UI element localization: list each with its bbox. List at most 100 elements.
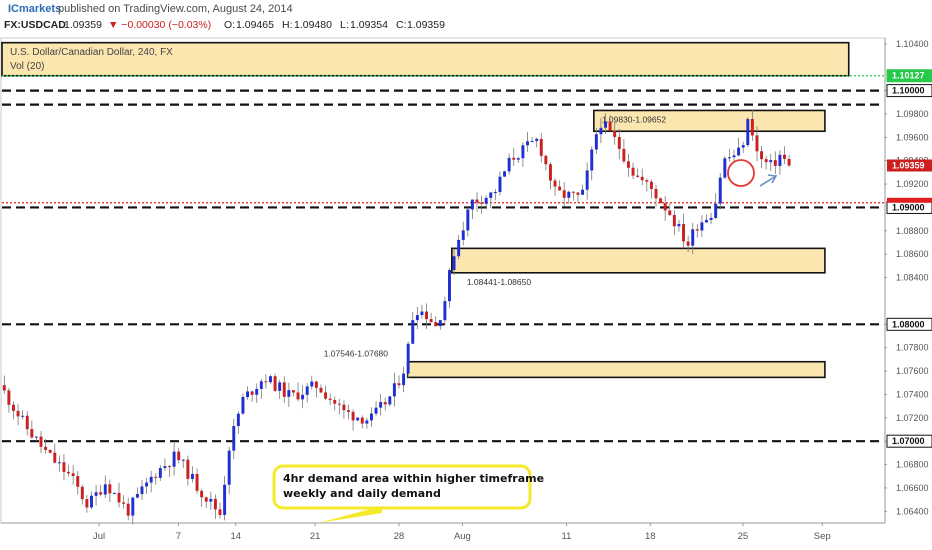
candle [383, 397, 387, 411]
candle [654, 185, 658, 207]
candle [305, 383, 309, 403]
candle [562, 182, 566, 207]
candle [218, 502, 222, 519]
zone-1[interactable] [593, 109, 826, 133]
candle [484, 195, 488, 209]
candle [682, 213, 686, 249]
candle [379, 394, 383, 416]
candle [314, 380, 318, 398]
candle [645, 178, 649, 192]
y-tick-label: 1.08600 [896, 249, 929, 259]
level-price-tag-label-2: 1.09000 [892, 202, 925, 212]
candle [516, 156, 520, 163]
candle [223, 475, 227, 521]
candle [718, 173, 722, 210]
y-tick-label: 1.08800 [896, 226, 929, 236]
candle [103, 475, 107, 499]
callout-box [272, 464, 532, 510]
candle [246, 386, 250, 400]
candle [264, 374, 268, 389]
zone-2[interactable] [451, 247, 826, 274]
change-label: ▼ −0.00030 (−0.03%) [108, 19, 211, 31]
candle [186, 455, 190, 486]
candle [773, 151, 777, 174]
candle [112, 492, 116, 495]
candle [425, 303, 428, 329]
zone-label-3: 1.07546-1.07680 [324, 349, 389, 359]
candle [310, 375, 314, 390]
candle [374, 401, 378, 416]
brand-name[interactable]: ICmarkets [8, 3, 61, 15]
candle [278, 379, 282, 399]
horizontal-levels [2, 75, 884, 443]
candle [259, 378, 263, 399]
candle [521, 142, 525, 168]
candle [746, 117, 750, 148]
callout-line1: 4hr demand area within higher timeframe [283, 472, 544, 485]
last-price-tag-label: 1.09359 [892, 161, 925, 171]
y-tick-label: 1.09200 [896, 179, 929, 189]
candle [333, 396, 337, 411]
open-label: O: [224, 19, 235, 31]
level-price-tag-0 [886, 84, 932, 98]
y-tick-label: 1.10400 [896, 39, 929, 49]
candle [686, 235, 690, 252]
candle [741, 141, 745, 154]
candle [700, 215, 704, 237]
candle [590, 146, 594, 181]
legend-title: U.S. Dollar/Canadian Dollar, 240, FX [10, 47, 173, 58]
candle [461, 221, 465, 246]
candle [503, 170, 507, 177]
candle [714, 193, 718, 219]
candle [402, 366, 406, 393]
candle [567, 190, 571, 204]
candle [67, 464, 71, 477]
candle [44, 439, 48, 454]
candle [39, 430, 43, 454]
candle [108, 479, 112, 503]
high-label: H: [282, 19, 293, 31]
candle [360, 415, 364, 429]
candle [760, 145, 764, 169]
candle [296, 382, 300, 402]
candle [526, 131, 529, 152]
callout-annotation: 4hr demand area within higher timeframe … [272, 464, 544, 523]
candle [204, 496, 208, 508]
candle [631, 162, 635, 180]
candle [585, 162, 589, 200]
y-tick-label: 1.07600 [896, 366, 929, 376]
candle [553, 178, 557, 196]
candle [727, 148, 731, 162]
candle [232, 418, 236, 460]
x-tick-label: Aug [454, 531, 471, 542]
candle [12, 401, 15, 420]
candle [181, 458, 185, 469]
candle [764, 156, 768, 170]
candle [420, 304, 424, 319]
zone-0[interactable] [1, 41, 850, 77]
candle [613, 122, 617, 145]
candle [737, 137, 741, 157]
zone-3[interactable] [406, 360, 826, 379]
candle [16, 404, 20, 426]
candle [530, 136, 534, 143]
candle [62, 454, 66, 481]
candle [787, 154, 791, 167]
candle [493, 189, 497, 201]
low-value: 1.09354 [350, 19, 388, 31]
candlestick-series [2, 109, 791, 525]
candle [769, 153, 773, 172]
candle [90, 491, 93, 510]
candle [168, 465, 171, 477]
candle [213, 494, 217, 519]
symbol-label[interactable]: FX:USDCAD [4, 19, 66, 31]
candle [126, 497, 130, 521]
y-tick-label: 1.07800 [896, 343, 929, 353]
candle [750, 109, 754, 141]
candle [778, 150, 782, 175]
candle [34, 436, 38, 441]
candle [177, 447, 181, 464]
x-tick-label: Sep [814, 531, 831, 542]
y-tick-label: 1.07200 [896, 413, 929, 423]
